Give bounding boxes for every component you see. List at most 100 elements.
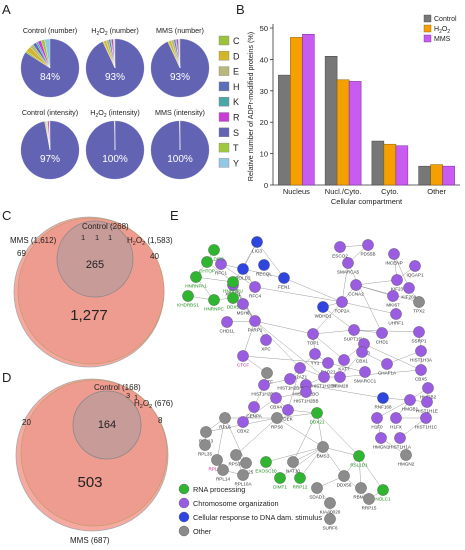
network-edge [322, 446, 345, 477]
network-node-sdad1 [311, 482, 323, 494]
network-node-label: HMGN2 [398, 462, 415, 467]
pie-slice-Y [178, 38, 181, 69]
network-node-label: MSH6 [237, 311, 250, 316]
venn-d-h2o2-count: (676) [152, 399, 173, 408]
bar-legend-swatch [423, 24, 432, 33]
network-node-smarcc1 [359, 366, 371, 378]
network-node-rrp15 [363, 493, 375, 505]
network-edge [358, 455, 384, 491]
network-node-tpx2 [413, 296, 425, 308]
network-node-hist1h1a [394, 432, 406, 444]
network-node-label: KIF23 [391, 287, 404, 292]
network-node-label: CENPA [246, 414, 262, 419]
network-node-hist1h1e [421, 396, 433, 408]
pie-title: H2O2 (number) [91, 26, 139, 37]
network-node-pold2 [237, 263, 249, 275]
pie-chart-6: MMS (intensity) 100% [150, 108, 210, 180]
network-node-rpl35 [199, 439, 211, 451]
network-edge [254, 320, 314, 335]
panel-letter-c: C [2, 208, 11, 223]
network-node-hist1h2bk [318, 371, 330, 383]
x-category-label: Nucleus [283, 187, 310, 196]
network-node-ssrp1 [413, 326, 425, 338]
venn-c-h2o2-H: H [127, 236, 133, 245]
network-node-parp1 [249, 315, 261, 327]
pie-title-part: H [90, 108, 95, 117]
venn-d-h2o2-sub2: 2 [149, 404, 152, 410]
x-category-label: Cyto. [381, 187, 399, 196]
bar-legend-label: Control [434, 16, 457, 23]
network-node-label: RFC1 [215, 271, 227, 276]
network-node-rnf168 [377, 392, 389, 404]
network-node-label: RSL1D1 [350, 463, 368, 468]
network-node-hnrnpc [208, 294, 220, 306]
venn-d-n-mms: 20 [22, 418, 31, 427]
network-edge [276, 417, 324, 448]
network-node-label: CHD1 [376, 340, 389, 345]
network-node-label: CBX2 [237, 429, 249, 434]
network-node-rpl6 [219, 412, 231, 424]
venn-d-control-label: Control (168) [94, 383, 141, 392]
network-node-label: SDAD1 [309, 495, 325, 500]
venn-c-control-label: Control (268) [82, 222, 129, 231]
panel-e-network: LIG3RECQLPOLD2RFC1FEN1XRCC1RFC4ESCO2PDS5… [177, 236, 438, 537]
bar-legend-swatch [423, 14, 432, 23]
network-node-uhrf1 [390, 308, 402, 320]
bar-mms-3 [442, 165, 455, 186]
network-node-rpl13 [200, 426, 212, 438]
venn-d-n-h2o2: 8 [158, 416, 163, 425]
network-edge [220, 263, 256, 288]
network-node-label: H2AZ1 [293, 375, 308, 380]
bar-control-2 [371, 140, 385, 186]
network-node-label: RNF168 [374, 405, 392, 410]
network-node-chtop [201, 256, 213, 268]
panel-letter-d: D [2, 370, 11, 385]
pie-percent-label: 100% [167, 154, 193, 165]
x-category-label: Nucl./Cyto. [325, 187, 362, 196]
panel-letter-b: B [236, 2, 245, 17]
panel-a-pie-charts: Control (number)84%H2O2 (number)93%MMS (… [20, 26, 240, 180]
network-node-label: YY1 [311, 361, 320, 366]
network-node-label: FEN1 [278, 285, 290, 290]
network-edge [341, 301, 397, 315]
bar-h2o2-1 [336, 79, 350, 186]
network-node-label: WDHD1 [315, 314, 332, 319]
network-node-label: SSRP1 [411, 339, 427, 344]
legend-label-R: R [233, 113, 240, 123]
network-node-label: KAT7 [338, 367, 350, 372]
venn-c-h2o2-sub2: 2 [142, 241, 145, 247]
bar-legend-label-part: 2 [439, 29, 442, 35]
network-edge [276, 412, 318, 419]
pie-percent-label: 84% [40, 72, 60, 83]
pie-title-part: O [99, 26, 105, 35]
network-node-label: EXOSC10 [255, 469, 277, 474]
bar-control-0 [278, 74, 291, 186]
bar-mms-2 [395, 145, 409, 186]
venn-c-h2o2-O: O [136, 236, 142, 245]
network-node-hist1h2bd [258, 379, 270, 391]
network-legend-dot-chrom [178, 497, 190, 509]
pie-title: H2O2 (intensity) [90, 108, 140, 119]
network-node-label: DDX56 [337, 483, 352, 488]
bar-h2o2-3 [430, 164, 443, 186]
venn-d-n-big: 503 [77, 474, 102, 491]
network-legend-label: RNA processing [193, 485, 245, 494]
network-node-label: HIST1H3A [410, 358, 433, 363]
network-legend-dot-dna [178, 511, 190, 523]
network-node-label: H1F0 [371, 425, 383, 430]
network-node-cbx1 [356, 346, 368, 358]
network-node-label: KIF20A [401, 295, 417, 300]
venn-d-n-top1: 1 [134, 393, 138, 402]
network-node-label: SURF6 [322, 526, 338, 531]
network-node-smarca5 [342, 257, 354, 269]
network-legend: RNA processing Chromosome organization Cel… [178, 483, 322, 537]
legend-label-K: K [233, 97, 239, 107]
network-node-label: DIMT1 [273, 485, 287, 490]
network-node-lig3 [251, 236, 263, 248]
network-edge [341, 262, 349, 303]
network-node-surf6 [324, 513, 336, 525]
x-category-label: Other [427, 187, 446, 196]
network-legend-label: Chromosome organization [193, 499, 279, 508]
network-node-label: HIST1H2BH [277, 386, 302, 391]
